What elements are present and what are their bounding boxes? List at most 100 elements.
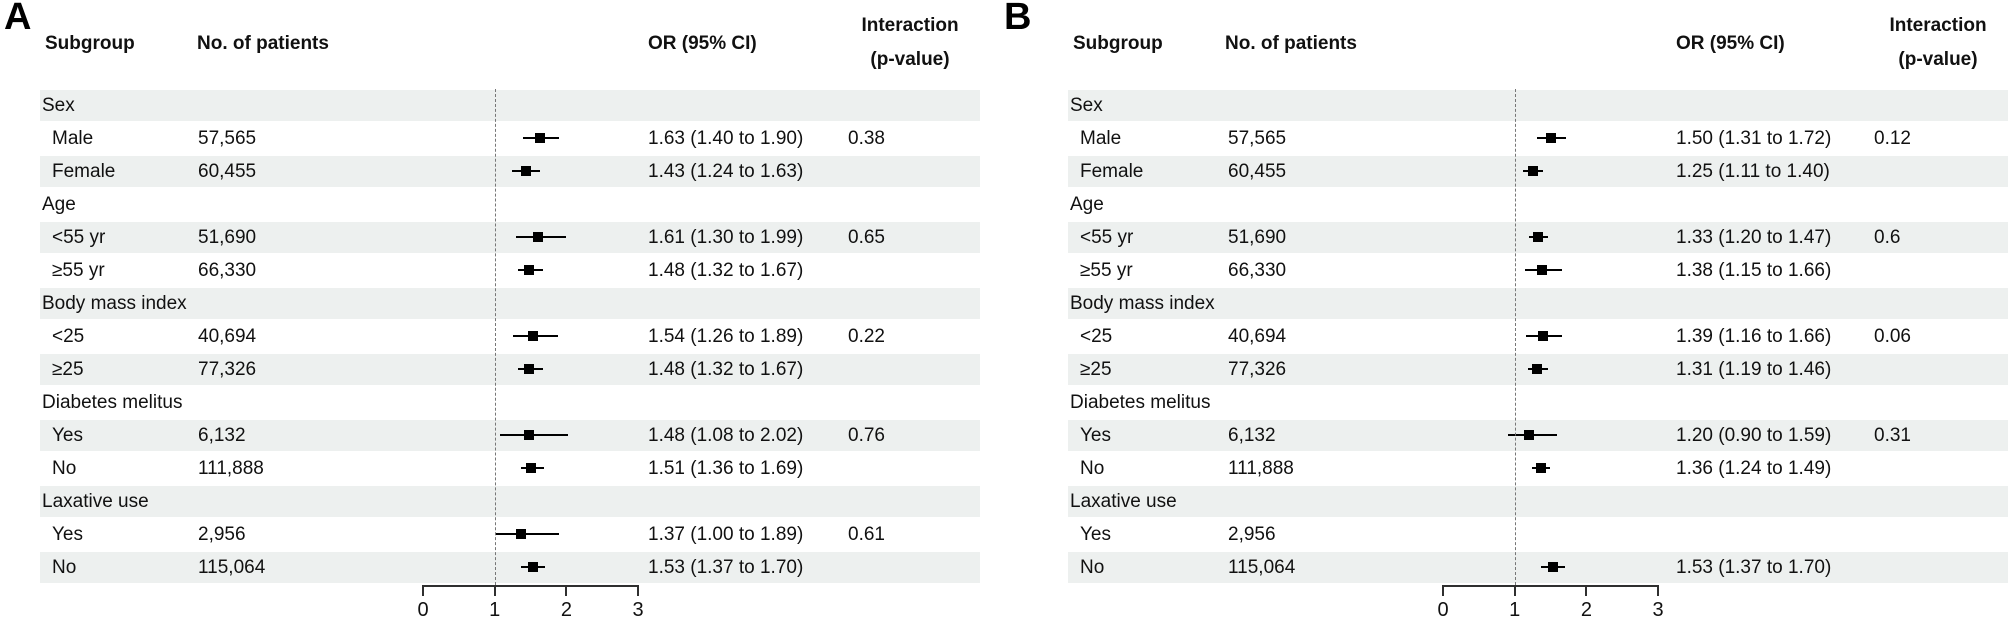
panel-label-a: A: [4, 0, 32, 38]
confidence-interval-line: [500, 434, 568, 436]
row-label: ≥25: [52, 359, 84, 380]
row-n-patients: 57,565: [198, 128, 257, 149]
reference-line: [494, 89, 496, 585]
odds-ratio-marker: [516, 529, 527, 539]
row-or-ci-text: 1.54 (1.26 to 1.89): [648, 326, 804, 347]
row-label: No: [1080, 557, 1105, 578]
row-or-ci-text: 1.25 (1.11 to 1.40): [1676, 161, 1830, 182]
forest-rows: Sex Male 57,565 1.50 (1.31 to 1.72) 0.12 Fema…: [1028, 0, 2008, 633]
confidence-interval-line: [494, 533, 559, 535]
x-axis-tick: [637, 585, 640, 596]
row-band: [40, 288, 980, 319]
odds-ratio-marker: [1535, 463, 1546, 473]
odds-ratio-marker: [534, 133, 545, 143]
row-or-ci-text: 1.31 (1.19 to 1.46): [1676, 359, 1832, 380]
x-axis: [1442, 585, 1660, 587]
odds-ratio-marker: [524, 265, 535, 275]
row-label: Male: [52, 128, 94, 149]
row-or-ci-text: 1.37 (1.00 to 1.89): [648, 524, 804, 545]
row-label: Yes: [52, 425, 83, 446]
row-label: <55 yr: [52, 227, 106, 248]
row-interaction-p-value: 0.6: [1874, 227, 1901, 248]
odds-ratio-marker: [520, 166, 531, 176]
row-label: Yes: [52, 524, 83, 545]
row-or-ci-text: 1.33 (1.20 to 1.47): [1676, 227, 1832, 248]
x-axis-tick-label: 1: [489, 599, 501, 621]
column-header-subgroup: Subgroup: [45, 33, 135, 54]
row-label: Yes: [1080, 425, 1111, 446]
x-axis-tick-label: 2: [560, 599, 572, 621]
column-header-interaction: Interaction: [861, 15, 959, 36]
row-band: [40, 222, 980, 253]
odds-ratio-marker: [528, 331, 539, 341]
odds-ratio-marker: [527, 562, 538, 572]
row-interaction-p-value: 0.76: [848, 425, 885, 446]
column-header-or: OR (95% CI): [648, 33, 757, 54]
row-or-ci-text: 1.48 (1.08 to 2.02): [648, 425, 804, 446]
row-band: [40, 486, 980, 517]
row-label: Laxative use: [1070, 491, 1177, 512]
row-label: No: [1080, 458, 1105, 479]
row-label: No: [52, 557, 77, 578]
odds-ratio-marker: [1537, 331, 1548, 341]
row-label: <25: [1080, 326, 1113, 347]
row-n-patients: 51,690: [1228, 227, 1287, 248]
odds-ratio-marker: [533, 232, 544, 242]
row-interaction-p-value: 0.65: [848, 227, 885, 248]
odds-ratio-marker: [524, 364, 535, 374]
row-label: Age: [1070, 194, 1104, 215]
x-axis-tick-label: 0: [417, 599, 429, 621]
x-axis-tick-label: 2: [1580, 599, 1592, 621]
row-n-patients: 2,956: [198, 524, 246, 545]
x-axis-tick-label: 3: [632, 599, 644, 621]
row-label: Age: [42, 194, 76, 215]
row-n-patients: 77,326: [198, 359, 257, 380]
row-or-ci-text: 1.38 (1.15 to 1.66): [1676, 260, 1832, 281]
column-header-patients: No. of patients: [197, 33, 329, 54]
row-band: [1068, 486, 2008, 517]
forest-panel-b: B Subgroup No. of patients OR (95% CI) I…: [1004, 0, 2008, 633]
row-interaction-p-value: 0.31: [1874, 425, 1911, 446]
row-n-patients: 60,455: [198, 161, 257, 182]
column-header-subgroup: Subgroup: [1073, 33, 1163, 54]
row-or-ci-text: 1.39 (1.16 to 1.66): [1676, 326, 1832, 347]
row-n-patients: 6,132: [198, 425, 246, 446]
row-n-patients: 66,330: [1228, 260, 1287, 281]
row-band: [40, 90, 980, 121]
x-axis: [422, 585, 640, 587]
x-axis-tick: [1513, 585, 1516, 596]
row-n-patients: 2,956: [1228, 524, 1276, 545]
odds-ratio-marker: [1524, 430, 1535, 440]
x-axis-tick-label: 3: [1652, 599, 1664, 621]
row-or-ci-text: 1.48 (1.32 to 1.67): [648, 260, 804, 281]
row-label: Diabetes melitus: [1070, 392, 1211, 413]
row-or-ci-text: 1.61 (1.30 to 1.99): [648, 227, 804, 248]
row-label: Female: [52, 161, 116, 182]
row-interaction-p-value: 0.12: [1874, 128, 1911, 149]
row-label: No: [52, 458, 77, 479]
row-n-patients: 40,694: [198, 326, 257, 347]
panel-label-b: B: [1004, 0, 1032, 38]
row-interaction-p-value: 0.61: [848, 524, 885, 545]
x-axis-tick: [1585, 585, 1588, 596]
column-header-interaction: Interaction: [1889, 15, 1987, 36]
row-band: [40, 354, 980, 385]
row-interaction-p-value: 0.22: [848, 326, 885, 347]
forest-panel-a: A Subgroup No. of patients OR (95% CI) I…: [4, 0, 980, 621]
row-label: ≥55 yr: [52, 260, 105, 281]
row-band: [1068, 90, 2008, 121]
row-band: [40, 156, 980, 187]
row-or-ci-text: 1.53 (1.37 to 1.70): [648, 557, 804, 578]
row-n-patients: 111,888: [1228, 458, 1294, 479]
row-label: ≥25: [1080, 359, 1112, 380]
column-header-interaction-pvalue: (p-value): [1898, 49, 1978, 70]
column-header-or: OR (95% CI): [1676, 33, 1785, 54]
odds-ratio-marker: [1531, 364, 1542, 374]
row-or-ci-text: 1.48 (1.32 to 1.67): [648, 359, 804, 380]
row-or-ci-text: 1.63 (1.40 to 1.90): [648, 128, 804, 149]
row-label: <25: [52, 326, 85, 347]
row-or-ci-text: 1.50 (1.31 to 1.72): [1676, 128, 1832, 149]
x-axis-tick-label: 1: [1509, 599, 1521, 621]
row-label: Body mass index: [42, 293, 187, 314]
